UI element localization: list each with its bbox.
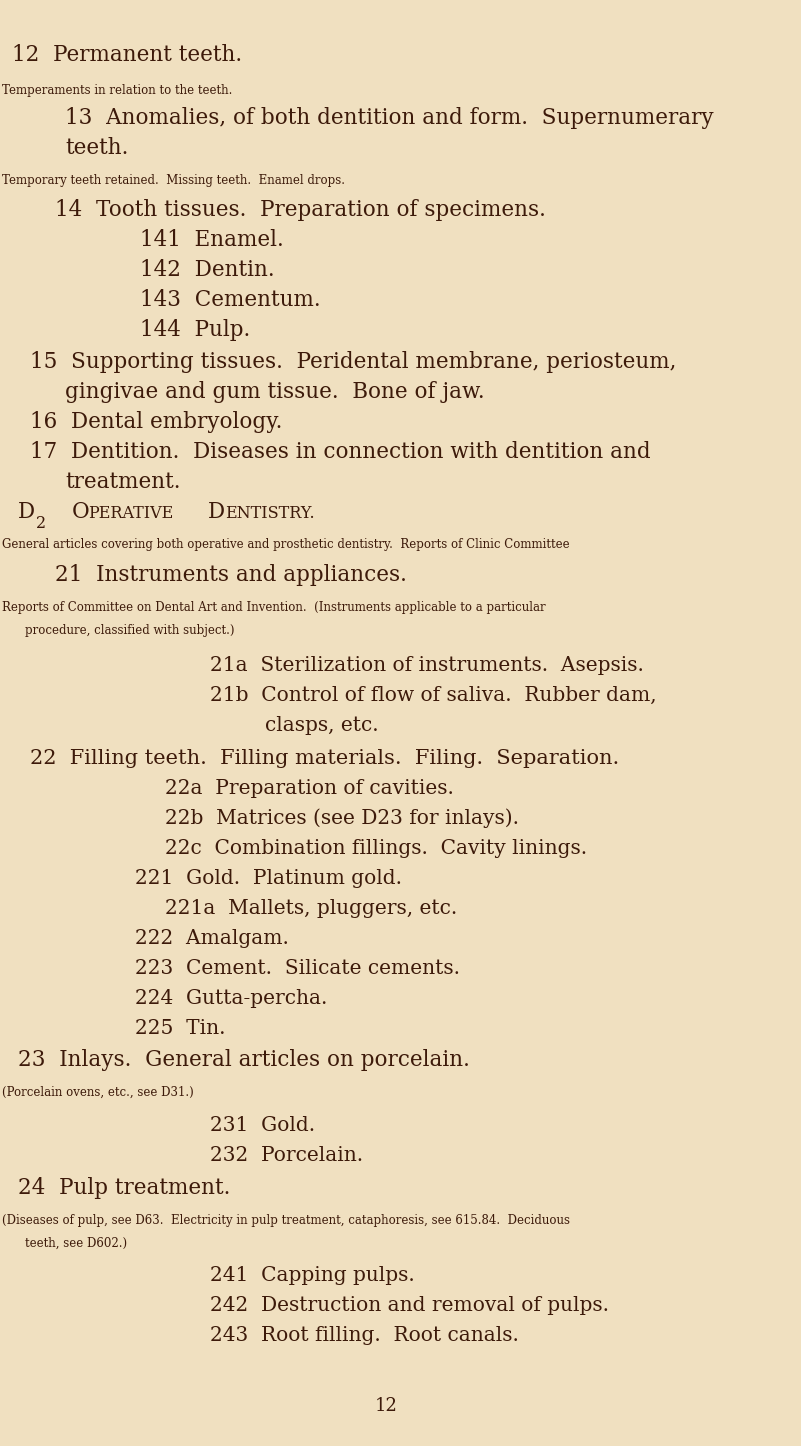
Text: PERATIVE: PERATIVE: [88, 505, 173, 522]
Text: 21b  Control of flow of saliva.  Rubber dam,: 21b Control of flow of saliva. Rubber da…: [210, 685, 657, 706]
Text: 2: 2: [36, 515, 46, 532]
Text: 23  Inlays.  General articles on porcelain.: 23 Inlays. General articles on porcelain…: [18, 1048, 470, 1071]
Text: Temporary teeth retained.  Missing teeth.  Enamel drops.: Temporary teeth retained. Missing teeth.…: [2, 174, 345, 187]
Text: 13  Anomalies, of both dentition and form.  Supernumerary: 13 Anomalies, of both dentition and form…: [65, 107, 714, 129]
Text: gingivae and gum tissue.  Bone of jaw.: gingivae and gum tissue. Bone of jaw.: [65, 380, 485, 403]
Text: 22a  Preparation of cavities.: 22a Preparation of cavities.: [165, 779, 454, 798]
Text: teeth, see D602.): teeth, see D602.): [25, 1236, 127, 1249]
Text: 12: 12: [375, 1397, 398, 1416]
Text: 225  Tin.: 225 Tin.: [135, 1019, 226, 1038]
Text: 17  Dentition.  Diseases in connection with dentition and: 17 Dentition. Diseases in connection wit…: [30, 441, 650, 463]
Text: 224  Gutta-percha.: 224 Gutta-percha.: [135, 989, 328, 1008]
Text: 143  Cementum.: 143 Cementum.: [140, 289, 320, 311]
Text: 221a  Mallets, pluggers, etc.: 221a Mallets, pluggers, etc.: [165, 899, 457, 918]
Text: 22b  Matrices (see D23 for inlays).: 22b Matrices (see D23 for inlays).: [165, 808, 519, 829]
Text: 15  Supporting tissues.  Peridental membrane, periosteum,: 15 Supporting tissues. Peridental membra…: [30, 351, 676, 373]
Text: procedure, classified with subject.): procedure, classified with subject.): [25, 625, 235, 638]
Text: ENTISTRY.: ENTISTRY.: [225, 505, 315, 522]
Text: 16  Dental embryology.: 16 Dental embryology.: [30, 411, 283, 432]
Text: 241  Capping pulps.: 241 Capping pulps.: [210, 1267, 415, 1285]
Text: 24  Pulp treatment.: 24 Pulp treatment.: [18, 1177, 231, 1199]
Text: D: D: [208, 500, 225, 523]
Text: 21a  Sterilization of instruments.  Asepsis.: 21a Sterilization of instruments. Asepsi…: [210, 656, 644, 675]
Text: clasps, etc.: clasps, etc.: [265, 716, 379, 735]
Text: General articles covering both operative and prosthetic dentistry.  Reports of C: General articles covering both operative…: [2, 538, 570, 551]
Text: 231  Gold.: 231 Gold.: [210, 1116, 315, 1135]
Text: 221  Gold.  Platinum gold.: 221 Gold. Platinum gold.: [135, 869, 402, 888]
Text: 141  Enamel.: 141 Enamel.: [140, 228, 284, 252]
Text: 22  Filling teeth.  Filling materials.  Filing.  Separation.: 22 Filling teeth. Filling materials. Fil…: [30, 749, 619, 768]
Text: Temperaments in relation to the teeth.: Temperaments in relation to the teeth.: [2, 84, 232, 97]
Text: 232  Porcelain.: 232 Porcelain.: [210, 1147, 363, 1165]
Text: teeth.: teeth.: [65, 137, 128, 159]
Text: treatment.: treatment.: [65, 471, 180, 493]
Text: (Diseases of pulp, see D63.  Electricity in pulp treatment, cataphoresis, see 61: (Diseases of pulp, see D63. Electricity …: [2, 1215, 570, 1228]
Text: O: O: [72, 500, 90, 523]
Text: 14  Tooth tissues.  Preparation of specimens.: 14 Tooth tissues. Preparation of specime…: [55, 200, 545, 221]
Text: 144  Pulp.: 144 Pulp.: [140, 320, 250, 341]
Text: Reports of Committee on Dental Art and Invention.  (Instruments applicable to a : Reports of Committee on Dental Art and I…: [2, 602, 545, 615]
Text: 21  Instruments and appliances.: 21 Instruments and appliances.: [55, 564, 407, 586]
Text: 22c  Combination fillings.  Cavity linings.: 22c Combination fillings. Cavity linings…: [165, 839, 587, 857]
Text: 243  Root filling.  Root canals.: 243 Root filling. Root canals.: [210, 1326, 519, 1345]
Text: 223  Cement.  Silicate cements.: 223 Cement. Silicate cements.: [135, 959, 460, 977]
Text: D: D: [18, 500, 35, 523]
Text: 242  Destruction and removal of pulps.: 242 Destruction and removal of pulps.: [210, 1296, 609, 1314]
Text: 142  Dentin.: 142 Dentin.: [140, 259, 275, 281]
Text: 222  Amalgam.: 222 Amalgam.: [135, 928, 289, 949]
Text: 12  Permanent teeth.: 12 Permanent teeth.: [12, 43, 242, 67]
Text: (Porcelain ovens, etc., see D31.): (Porcelain ovens, etc., see D31.): [2, 1086, 194, 1099]
